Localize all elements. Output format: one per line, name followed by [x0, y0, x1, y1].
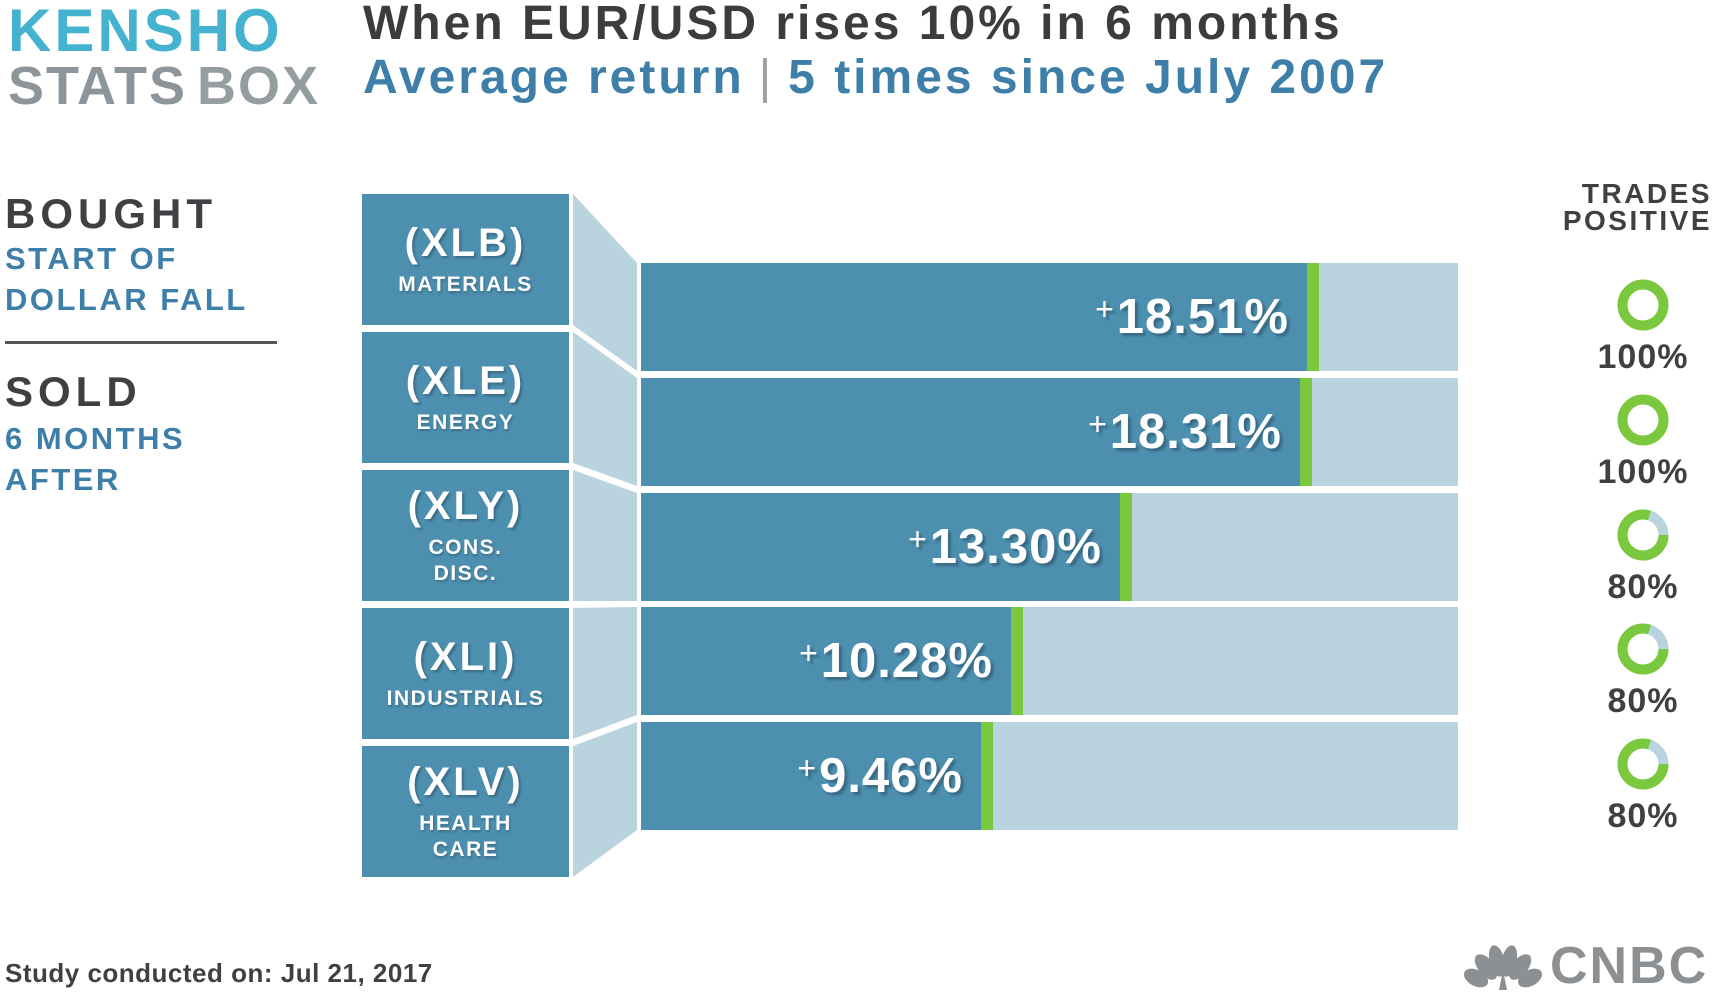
trades-positive-value: 80% [1607, 797, 1679, 835]
plus-sign: + [799, 634, 819, 671]
donut-positive-arc [1617, 279, 1669, 331]
trades-positive-donut [1617, 623, 1669, 675]
kensho-statsbox-logo: KENSHO STATS BOX [8, 0, 320, 114]
ticker-label: (XLI) [413, 635, 518, 679]
bar-track: +18.31% [641, 378, 1458, 486]
return-value: 9.46% [819, 749, 963, 803]
sector-label-box: (XLI) INDUSTRIALS [362, 608, 569, 739]
funnel-segment [573, 332, 637, 486]
trades-positive-donut [1617, 279, 1669, 331]
bar-track: +9.46% [641, 722, 1458, 830]
bought-description: START OF DOLLAR FALL [5, 241, 248, 317]
bar-green-tip [1011, 607, 1023, 715]
title-sample-label: 5 times since July 2007 [788, 51, 1389, 104]
trades-positive-donut [1617, 509, 1669, 561]
bar-track: +10.28% [641, 607, 1458, 715]
trades-positive-donut [1617, 738, 1669, 790]
kensho-logo-text: KENSHO [8, 0, 283, 64]
bar-value-label: +9.46% [641, 722, 963, 830]
trades-positive-value: 100% [1597, 338, 1689, 376]
return-value: 10.28% [820, 634, 993, 688]
funnel-segment [573, 470, 637, 601]
bar-value-label: +13.30% [641, 493, 1102, 601]
donut-positive-arc [1617, 738, 1669, 790]
trades-positive-value: 80% [1607, 568, 1679, 606]
bar-green-tip [1300, 378, 1312, 486]
sold-description: 6 MONTHS AFTER [5, 421, 186, 497]
funnel-segment [573, 194, 637, 371]
sector-label: MATERIALS [398, 273, 533, 296]
bought-label: BOUGHT [5, 190, 217, 237]
title-metric-label: Average return [363, 51, 745, 104]
sector-label-box: (XLB) MATERIALS [362, 194, 569, 325]
bar-value-label: +10.28% [641, 607, 993, 715]
chart-title-line2: Average return | 5 times since July 2007 [363, 52, 1388, 104]
left-panel-divider [5, 341, 277, 344]
bar-track: +13.30% [641, 493, 1458, 601]
sector-label-box: (XLY) CONS. DISC. [362, 470, 569, 601]
bar-fill [641, 378, 1300, 486]
chart-title-line1: When EUR/USD rises 10% in 6 months [363, 0, 1343, 50]
bar-fill [641, 722, 981, 830]
bar-fill [641, 493, 1120, 601]
ticker-label: (XLE) [405, 359, 526, 403]
box-word: BOX [197, 56, 321, 116]
ticker-label: (XLV) [407, 760, 524, 804]
donut-positive-arc [1617, 394, 1669, 446]
donut-positive-arc [1617, 509, 1669, 561]
return-value: 18.51% [1116, 290, 1289, 344]
plus-sign: + [1095, 290, 1115, 327]
trades-positive-value: 80% [1607, 682, 1679, 720]
sector-label: HEALTH CARE [419, 812, 512, 861]
stats-word: STATS [8, 56, 187, 116]
sold-label: SOLD [5, 368, 142, 415]
study-date-note: Study conducted on: Jul 21, 2017 [5, 958, 433, 988]
plus-sign: + [1088, 405, 1108, 442]
sector-label: INDUSTRIALS [386, 687, 545, 710]
return-value: 18.31% [1109, 405, 1282, 459]
statsbox-logo-text: STATS BOX [8, 59, 320, 113]
sector-label-box: (XLV) HEALTH CARE [362, 746, 569, 877]
sector-label: ENERGY [416, 411, 515, 434]
trades-positive-value: 100% [1597, 453, 1689, 491]
bar-green-tip [981, 722, 993, 830]
funnel-segment [573, 607, 637, 739]
ticker-label: (XLY) [407, 484, 524, 528]
cnbc-logo-text: CNBC [1550, 937, 1709, 992]
plus-sign: + [908, 520, 928, 557]
bar-fill [641, 607, 1011, 715]
bar-track: +18.51% [641, 263, 1458, 371]
bar-value-label: +18.51% [641, 263, 1289, 371]
chart-title-block: When EUR/USD rises 10% in 6 months Avera… [363, 0, 1388, 104]
ticker-label: (XLB) [404, 221, 527, 265]
sector-label: CONS. DISC. [428, 536, 503, 585]
title-separator: | [758, 51, 775, 104]
donut-positive-arc [1617, 623, 1669, 675]
sector-label-box: (XLE) ENERGY [362, 332, 569, 463]
bar-fill [641, 263, 1307, 371]
return-value: 13.30% [929, 520, 1102, 574]
bar-green-tip [1307, 263, 1319, 371]
bar-value-label: +18.31% [641, 378, 1282, 486]
cnbc-logo: CNBC [1462, 937, 1709, 992]
plus-sign: + [797, 749, 818, 786]
nbc-peacock-icon [1463, 945, 1543, 990]
bar-green-tip [1120, 493, 1132, 601]
funnel-segment [573, 722, 637, 877]
trades-positive-heading: TRADES POSITIVE [1562, 178, 1712, 236]
trades-positive-donut [1617, 394, 1669, 446]
